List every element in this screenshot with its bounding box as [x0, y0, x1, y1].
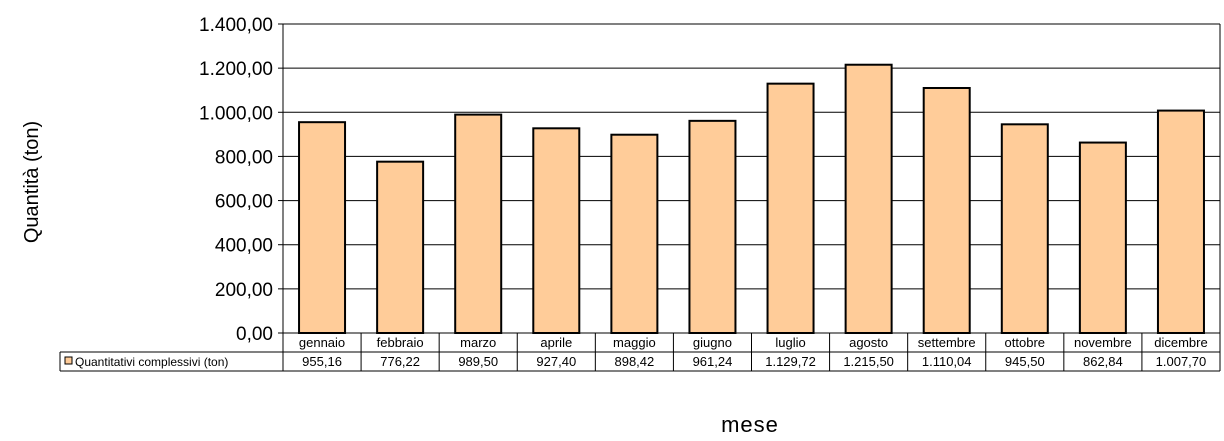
data-label: 862,84 — [1083, 354, 1123, 369]
data-label: 1.215,50 — [843, 354, 894, 369]
legend-swatch — [64, 356, 73, 365]
category-label: dicembre — [1154, 335, 1207, 350]
category-label: settembre — [918, 335, 976, 350]
data-label: 955,16 — [302, 354, 342, 369]
y-tick-label: 0,00 — [236, 324, 273, 345]
y-axis: 0,00 200,00 400,00 600,00 800,00 1.000,00 1.20… — [199, 15, 284, 345]
bar — [376, 160, 425, 334]
category-label: novembre — [1074, 335, 1132, 350]
category-label: marzo — [460, 335, 496, 350]
category-label: agosto — [849, 335, 888, 350]
bar — [1078, 141, 1127, 334]
bar — [610, 133, 659, 334]
y-tick-label: 600,00 — [215, 192, 273, 213]
category-label: gennaio — [299, 335, 345, 350]
data-label: 1.129,72 — [765, 354, 816, 369]
category-label: giugno — [693, 335, 732, 350]
y-tick-label: 1.200,00 — [199, 59, 273, 80]
data-label: 898,42 — [614, 354, 654, 369]
category-label: luglio — [775, 335, 805, 350]
bar — [766, 82, 815, 334]
data-label: 961,24 — [693, 354, 733, 369]
x-axis-label: mese — [721, 412, 779, 437]
bar — [298, 121, 347, 334]
y-tick-label: 800,00 — [215, 147, 273, 168]
bar — [1156, 109, 1205, 334]
bar — [532, 127, 581, 334]
data-label: 1.110,04 — [922, 354, 972, 369]
category-label: febbraio — [377, 335, 424, 350]
bar — [688, 119, 737, 334]
series-name: Quantitativi complessivi (ton) — [75, 355, 228, 369]
category-label: maggio — [613, 335, 656, 350]
y-tick-label: 400,00 — [215, 236, 273, 257]
category-label: ottobre — [1005, 335, 1045, 350]
y-tick-label: 1.000,00 — [199, 103, 273, 124]
y-tick-label: 1.400,00 — [199, 15, 273, 36]
data-label: 989,50 — [458, 354, 498, 369]
data-label: 1.007,70 — [1156, 354, 1207, 369]
data-label: 776,22 — [380, 354, 420, 369]
bar — [922, 86, 971, 334]
bar — [844, 63, 893, 335]
data-table: gennaio 955,16 febbraio 776,22 marzo 989,50 ap… — [59, 333, 1221, 372]
bar — [1000, 123, 1049, 335]
category-label: aprile — [540, 335, 572, 350]
data-label: 927,40 — [536, 354, 576, 369]
bar — [454, 113, 503, 334]
data-label: 945,50 — [1005, 354, 1045, 369]
y-tick-label: 200,00 — [215, 280, 273, 301]
bars — [298, 63, 1205, 335]
y-axis-label: Quantità (ton) — [21, 121, 43, 243]
